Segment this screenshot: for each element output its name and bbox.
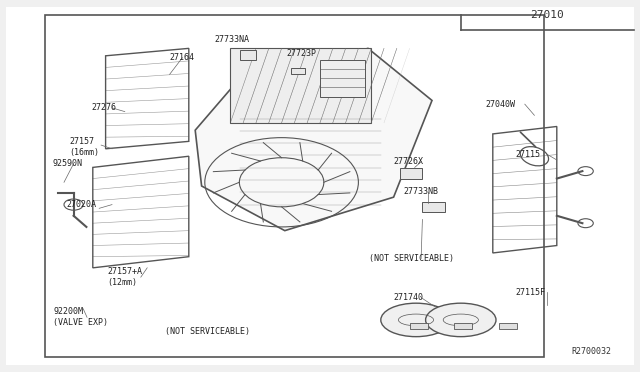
- Bar: [400, 168, 422, 179]
- Bar: [499, 323, 517, 329]
- Text: 271740: 271740: [394, 293, 424, 302]
- Text: 27733NA: 27733NA: [214, 35, 250, 44]
- Bar: [240, 50, 256, 60]
- Text: 27040W: 27040W: [485, 100, 515, 109]
- Text: 92200M
(VALVE EXP): 92200M (VALVE EXP): [53, 307, 108, 327]
- Text: R2700032: R2700032: [571, 347, 611, 356]
- Text: (NOT SERVICEABLE): (NOT SERVICEABLE): [165, 327, 250, 336]
- Text: (NOT SERVICEABLE): (NOT SERVICEABLE): [369, 254, 454, 263]
- Text: 27276: 27276: [92, 103, 116, 112]
- Text: 27733NB: 27733NB: [403, 187, 438, 196]
- Text: 27115: 27115: [515, 150, 540, 159]
- Text: 27157+A
(12mm): 27157+A (12mm): [108, 267, 143, 287]
- Bar: [45, 15, 544, 357]
- Ellipse shape: [426, 303, 496, 337]
- Text: 27164: 27164: [170, 53, 195, 62]
- Text: 27157
(16mm): 27157 (16mm): [69, 137, 99, 157]
- Bar: [454, 323, 472, 329]
- Text: 27020A: 27020A: [67, 200, 97, 209]
- Polygon shape: [195, 48, 432, 231]
- Text: 27115F: 27115F: [515, 288, 545, 296]
- Bar: [230, 48, 371, 123]
- Text: 27010: 27010: [531, 10, 564, 20]
- Bar: [291, 68, 305, 74]
- Bar: [320, 60, 365, 97]
- Text: 27726X: 27726X: [394, 157, 424, 166]
- Bar: [422, 202, 445, 212]
- Text: 27723P: 27723P: [287, 49, 317, 58]
- Text: 92590N: 92590N: [52, 159, 83, 168]
- Ellipse shape: [381, 303, 451, 337]
- Bar: [410, 323, 428, 329]
